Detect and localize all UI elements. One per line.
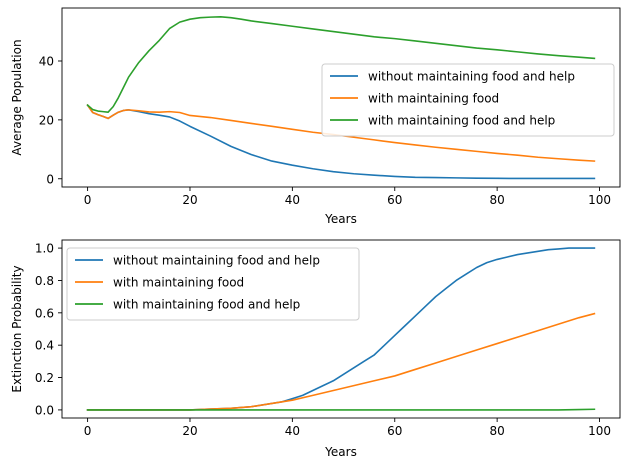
x-tick-label: 80 — [489, 424, 504, 438]
y-tick-label: 0.8 — [35, 274, 54, 288]
y-tick-label: 0.2 — [35, 371, 54, 385]
plot-frame — [61, 7, 621, 188]
legend-label: with maintaining food and help — [113, 298, 300, 312]
legend: without maintaining food and help with ma… — [321, 63, 615, 137]
y-tick-label: 0.6 — [35, 306, 54, 320]
x-tick-label: 60 — [387, 424, 402, 438]
y-axis-label: Extinction Probability — [10, 265, 24, 392]
chart-panel-2: 0 20 40 60 80 100 0.0 0.2 0.4 0.6 0.8 1.0 Years Extin… — [10, 239, 621, 459]
legend-label: without maintaining food and help — [113, 254, 320, 268]
series-line-2 — [86, 104, 596, 162]
y-tick-label: 20 — [39, 113, 54, 127]
y-tick-label: 0.4 — [35, 339, 54, 353]
x-tick-label: 80 — [489, 193, 504, 207]
x-tick-label: 60 — [387, 193, 402, 207]
y-tick-label: 1.0 — [35, 242, 54, 256]
x-tick-label: 100 — [588, 424, 611, 438]
x-tick-label: 100 — [588, 193, 611, 207]
x-tick-label: 20 — [182, 193, 197, 207]
series-line-3 — [86, 408, 596, 411]
legend: without maintaining food and help with ma… — [66, 247, 360, 321]
y-tick-label: 0.0 — [35, 403, 54, 417]
x-tick-label: 40 — [285, 193, 300, 207]
x-axis-label: Years — [324, 212, 357, 226]
x-tick-label: 20 — [182, 424, 197, 438]
legend-label: with maintaining food — [368, 92, 499, 106]
chart-panel-1: 0 20 40 60 80 100 0 20 40 Years Average Population… — [10, 7, 621, 226]
x-tick-label: 0 — [84, 424, 92, 438]
series-line-2 — [86, 312, 596, 411]
x-axis-label: Years — [324, 445, 357, 459]
y-axis-label: Average Population — [10, 39, 24, 155]
legend-box — [321, 63, 615, 137]
y-tick-label: 0 — [46, 172, 54, 186]
y-tick-label: 40 — [39, 54, 54, 68]
legend-label: with maintaining food and help — [368, 114, 555, 128]
plot-frame — [61, 239, 621, 419]
x-tick-label: 0 — [84, 193, 92, 207]
series-line-3 — [86, 16, 596, 114]
x-tick-label: 40 — [285, 424, 300, 438]
legend-box — [66, 247, 360, 321]
legend-label: without maintaining food and help — [368, 70, 575, 84]
legend-label: with maintaining food — [113, 276, 244, 290]
